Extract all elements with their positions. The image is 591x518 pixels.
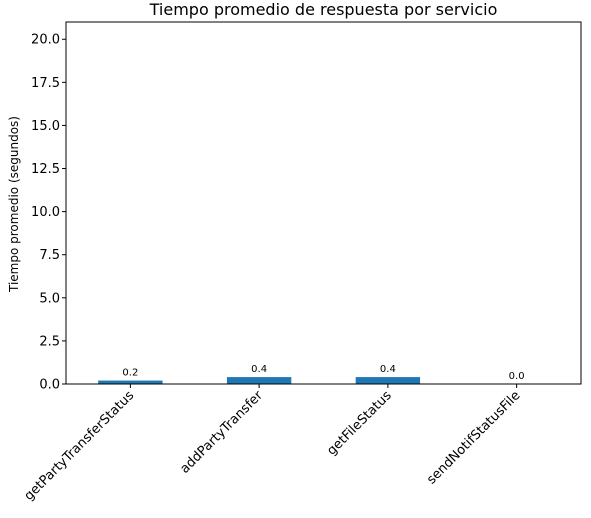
data-label: 0.2 [122, 368, 138, 379]
bar [98, 380, 163, 384]
y-tick-label: 7.5 [39, 248, 60, 263]
y-tick-label: 20.0 [31, 33, 60, 48]
data-label: 0.0 [509, 371, 525, 382]
y-tick-label: 0.0 [39, 378, 60, 393]
y-tick-label: 10.0 [31, 205, 60, 220]
y-tick-label: 2.5 [39, 334, 60, 349]
plot-frame [65, 21, 582, 385]
y-tick-label: 5.0 [39, 291, 60, 306]
bar [226, 377, 292, 384]
chart-title: Tiempo promedio de respuesta por servici… [149, 0, 498, 19]
data-label: 0.4 [380, 364, 396, 375]
bar [355, 377, 421, 384]
y-tick-label: 12.5 [31, 162, 60, 177]
y-tick-label: 15.0 [31, 119, 60, 134]
data-label: 0.4 [251, 364, 267, 375]
y-axis-label: Tiempo promedio (segundos) [7, 116, 21, 293]
y-tick-label: 17.5 [31, 76, 60, 91]
